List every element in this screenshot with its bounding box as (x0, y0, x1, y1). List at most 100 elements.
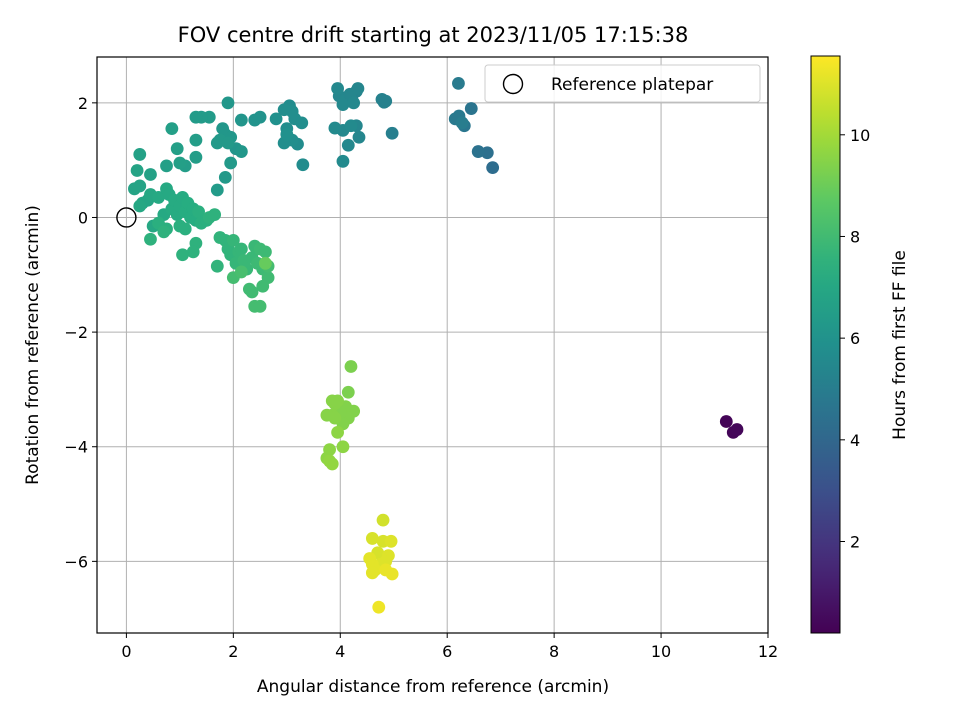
data-point (331, 82, 344, 95)
y-tick-label: −4 (64, 438, 88, 457)
data-point (455, 116, 469, 130)
data-point (341, 385, 355, 399)
data-point (385, 567, 399, 581)
data-point (234, 265, 248, 279)
data-point (363, 552, 377, 565)
plot-frame (96, 56, 769, 634)
data-point (221, 96, 235, 110)
data-point (341, 138, 355, 152)
legend-label: Reference platepar (551, 75, 713, 95)
data-point (192, 205, 205, 219)
data-point (325, 394, 339, 408)
data-point (328, 121, 342, 135)
colorbar-gradient (810, 55, 841, 634)
data-point (328, 411, 342, 425)
x-tick-label: 10 (651, 642, 671, 661)
data-point (331, 426, 344, 439)
plot-area: 0 2 4 6 8 10 12 −6 −4 −2 0 2 (64, 56, 778, 661)
data-point (385, 126, 399, 140)
data-point (280, 127, 294, 141)
data-point (186, 245, 200, 259)
data-point (730, 423, 744, 436)
data-point (296, 158, 310, 172)
data-point (128, 182, 141, 196)
data-point (208, 208, 222, 222)
data-point (234, 113, 248, 127)
colorbar: 2 4 6 8 10 (810, 55, 870, 634)
x-tick-label: 6 (442, 642, 452, 661)
data-point (210, 259, 224, 273)
data-point (157, 225, 171, 239)
data-point (344, 360, 358, 373)
data-point (144, 232, 157, 246)
legend-box (484, 64, 761, 103)
data-point (295, 116, 309, 130)
data-point (170, 142, 184, 156)
data-point (336, 98, 350, 111)
data-point (351, 82, 365, 95)
data-point (189, 110, 203, 124)
data-point (234, 242, 248, 256)
colorbar-tick-label: 6 (850, 329, 860, 348)
data-point (221, 136, 235, 150)
y-tick-label: 0 (78, 208, 88, 227)
data-point (285, 105, 299, 118)
data-point (253, 299, 267, 313)
data-point (379, 94, 393, 108)
data-point (471, 145, 485, 158)
data-point (248, 113, 262, 127)
data-point (224, 156, 238, 170)
legend-marker (502, 73, 524, 95)
data-point (365, 566, 379, 580)
data-point (452, 76, 465, 90)
x-tick-label: 4 (335, 642, 345, 661)
data-point (189, 150, 203, 164)
y-tick-label: 2 (78, 94, 88, 113)
data-point (259, 256, 272, 270)
colorbar-tick-label: 8 (850, 227, 860, 246)
data-point (344, 119, 358, 133)
data-point (218, 170, 232, 184)
data-point (256, 279, 270, 293)
data-point (178, 222, 192, 236)
data-point (464, 102, 478, 115)
data-point (234, 145, 248, 158)
data-point (347, 96, 361, 110)
data-point (259, 245, 272, 259)
plot-background (97, 57, 768, 633)
data-point (352, 130, 366, 144)
data-point (133, 148, 147, 161)
data-point (152, 191, 165, 204)
data-point (133, 199, 147, 213)
colorbar-tick-label: 2 (850, 532, 860, 551)
data-point (323, 454, 336, 468)
data-point (165, 122, 179, 136)
y-axis-label: Rotation from reference (arcmin) (23, 205, 43, 485)
chart-title: FOV centre drift starting at 2023/11/05 … (178, 23, 689, 47)
data-point (160, 159, 173, 173)
reference-platepar-marker (116, 207, 137, 228)
data-point (189, 133, 203, 147)
x-tick-label: 12 (758, 642, 778, 661)
data-point (144, 168, 157, 181)
colorbar-tick-label: 10 (850, 126, 870, 145)
y-tick-label: −6 (64, 552, 88, 571)
data-point (269, 112, 283, 126)
data-point (210, 183, 224, 197)
colorbar-label: Hours from first FF file (890, 250, 910, 440)
data-point (336, 440, 350, 454)
data-point (242, 282, 256, 296)
data-point (376, 513, 390, 527)
data-point (372, 600, 386, 614)
data-point (365, 532, 379, 545)
x-axis-label: Angular distance from reference (arcmin) (257, 677, 609, 697)
data-point (176, 248, 189, 262)
x-tick-label: 2 (228, 642, 238, 661)
x-tick-label: 8 (549, 642, 559, 661)
data-point (719, 415, 733, 428)
data-point (216, 122, 230, 136)
x-tick-label: 0 (121, 642, 131, 661)
colorbar-tick-label: 4 (850, 431, 860, 450)
data-point (336, 154, 350, 168)
